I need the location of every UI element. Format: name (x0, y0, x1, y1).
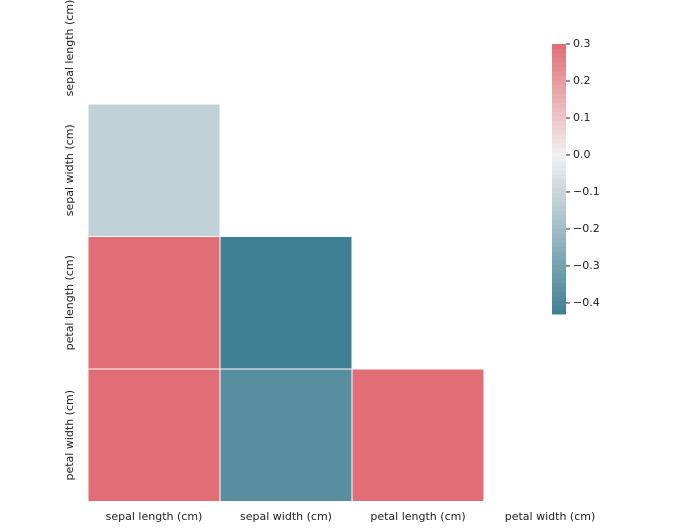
colorbar-segment (552, 228, 566, 234)
colorbar-segment (552, 242, 566, 247)
colorbar-segment (552, 192, 566, 198)
colorbar-segment (552, 102, 566, 108)
colorbar-segment (552, 291, 566, 297)
colorbar-segment (552, 201, 566, 207)
colorbar-segment (552, 165, 566, 171)
colorbar-segment (552, 57, 566, 63)
colorbar-segment (552, 264, 566, 270)
colorbar-segment (552, 224, 566, 229)
heatmap-cell (87, 368, 221, 502)
colorbar-segment (552, 309, 566, 315)
colorbar-segment (552, 188, 566, 193)
colorbar-tick-label: 0.3 (573, 37, 591, 50)
colorbar-segment (552, 282, 566, 288)
colorbar-segment (552, 89, 566, 94)
x-tick-label: sepal length (cm) (106, 510, 203, 523)
x-tick-label: petal length (cm) (370, 510, 465, 523)
y-tick-label: petal width (cm) (63, 390, 76, 481)
heatmap-cell (351, 368, 485, 502)
heatmap-cell (219, 368, 353, 502)
colorbar-segment (552, 120, 566, 126)
y-tick-label: sepal length (cm) (63, 0, 76, 96)
colorbar-segment (552, 296, 566, 301)
colorbar-tick-label: −0.2 (573, 222, 600, 235)
colorbar-segment (552, 107, 566, 112)
y-tick-label: sepal width (cm) (63, 124, 76, 216)
colorbar-segment (552, 251, 566, 256)
colorbar-segment (552, 152, 566, 157)
colorbar-segment (552, 98, 566, 103)
colorbar-segment (552, 71, 566, 76)
colorbar-segment (552, 269, 566, 274)
colorbar-segment (552, 219, 566, 225)
heatmap-cell (87, 236, 221, 370)
colorbar-tick-label: 0.1 (573, 111, 591, 124)
colorbar-segment (552, 260, 566, 265)
colorbar-segment (552, 287, 566, 292)
colorbar-segment (552, 215, 566, 220)
colorbar-segment (552, 80, 566, 85)
colorbar-segment (552, 183, 566, 189)
colorbar-segment (552, 111, 566, 117)
y-tick-label: petal length (cm) (63, 255, 76, 350)
colorbar-tick-label: −0.1 (573, 185, 600, 198)
colorbar-segment (552, 75, 566, 81)
colorbar-segment (552, 134, 566, 139)
colorbar-segment (552, 233, 566, 238)
heatmap-cell (219, 236, 353, 370)
colorbar-segment (552, 197, 566, 202)
colorbar-tick-label: 0.0 (573, 148, 591, 161)
colorbar-segment (552, 174, 566, 180)
x-tick-label: petal width (cm) (505, 510, 596, 523)
colorbar-segment (552, 278, 566, 283)
colorbar-segment (552, 93, 566, 99)
colorbar-segment (552, 156, 566, 162)
colorbar-segment (552, 62, 566, 67)
x-tick-label: sepal width (cm) (240, 510, 332, 523)
colorbar-segment (552, 66, 566, 72)
colorbar-segment (552, 273, 566, 279)
colorbar-segment (552, 53, 566, 58)
colorbar-segment (552, 179, 566, 184)
heatmap-cell (87, 103, 221, 237)
colorbar-segment (552, 305, 566, 310)
colorbar-segment (552, 84, 566, 90)
colorbar-segment (552, 138, 566, 144)
colorbar-segment (552, 125, 566, 130)
colorbar-tick-label: −0.4 (573, 296, 600, 309)
colorbar-segment (552, 206, 566, 211)
colorbar-segment (552, 147, 566, 153)
colorbar-segment (552, 300, 566, 306)
colorbar-segment (552, 44, 566, 49)
colorbar-segment (552, 210, 566, 216)
colorbar-tick-label: −0.3 (573, 259, 600, 272)
colorbar-segment (552, 161, 566, 166)
colorbar-tick-label: 0.2 (573, 74, 591, 87)
colorbar-segment (552, 48, 566, 54)
colorbar-segment (552, 116, 566, 121)
colorbar-segment (552, 143, 566, 148)
colorbar-segment (552, 255, 566, 261)
colorbar-segment (552, 170, 566, 175)
colorbar-segment (552, 129, 566, 135)
colorbar-segment (552, 246, 566, 252)
colorbar-segment (552, 237, 566, 243)
